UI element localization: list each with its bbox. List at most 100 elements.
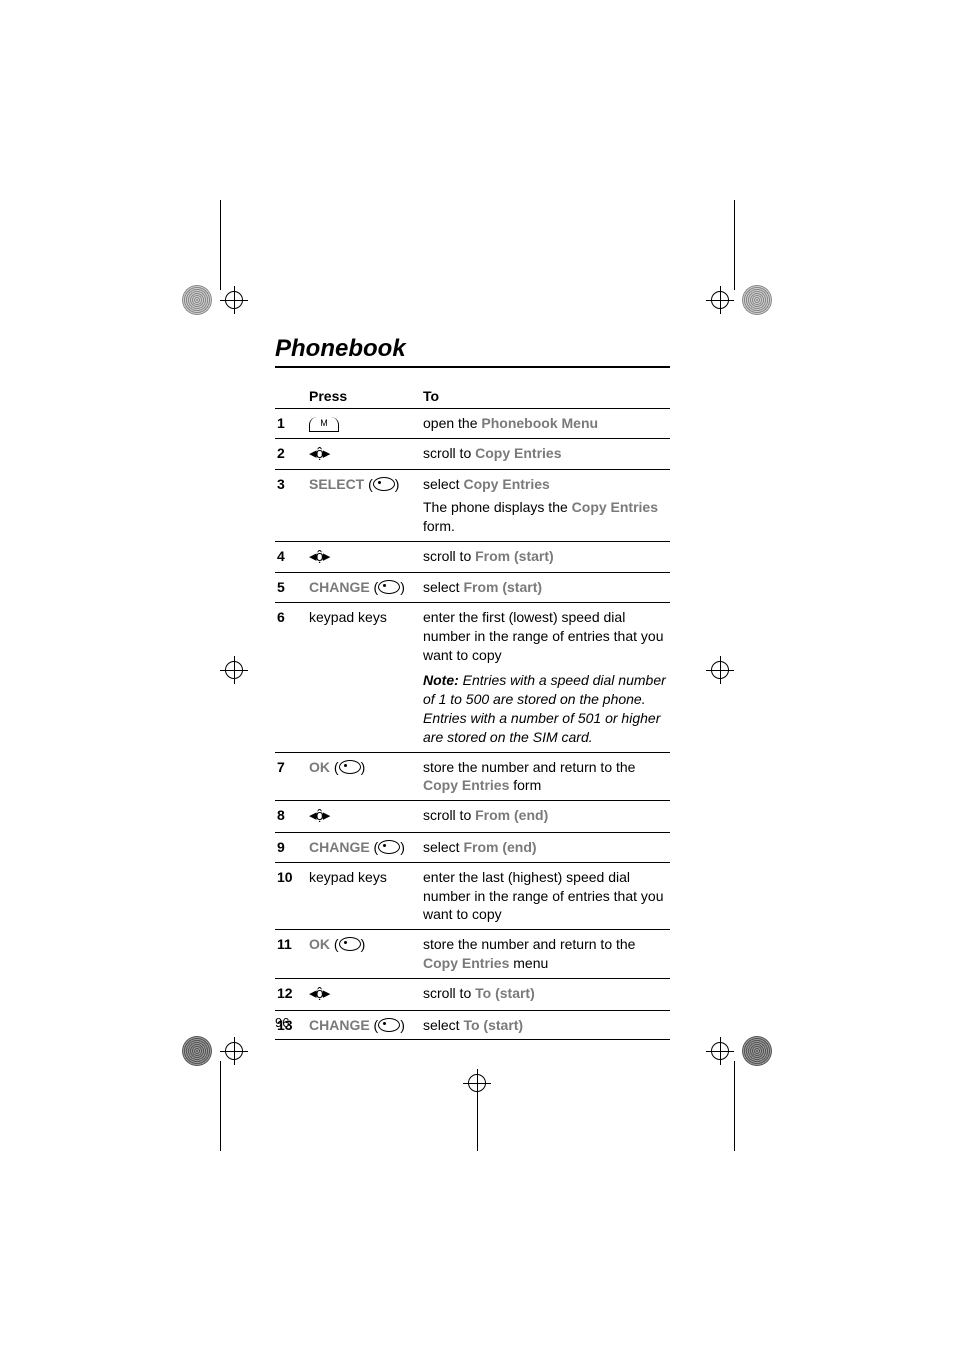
menu-item: To (start): [463, 1017, 523, 1033]
menu-item: Copy Entries: [463, 476, 549, 492]
softkey-icon: [378, 1018, 400, 1032]
press-cell: ◂ộ▸: [307, 438, 421, 469]
to-cell: scroll to Copy Entries: [421, 438, 670, 469]
press-cell: OK (): [307, 752, 421, 801]
press-cell: OK (): [307, 930, 421, 979]
softkey-icon: [378, 840, 400, 854]
to-text: enter the first (lowest) speed dial numb…: [423, 609, 663, 663]
table-row: 1Mopen the Phonebook Menu: [275, 409, 670, 439]
menu-item: From (end): [463, 839, 536, 855]
table-row: 5CHANGE ()select From (start): [275, 573, 670, 603]
to-text: scroll to: [423, 445, 475, 461]
press-cell: SELECT (): [307, 470, 421, 542]
to-text: menu: [509, 955, 548, 971]
press-cell: CHANGE (): [307, 832, 421, 862]
menu-item: From (end): [475, 807, 548, 823]
crop-mark: [704, 640, 764, 700]
to-cell: enter the last (highest) speed dial numb…: [421, 862, 670, 930]
softkey-label: CHANGE: [309, 579, 370, 595]
menu-item: Copy Entries: [572, 499, 658, 515]
step-number: 6: [275, 603, 307, 752]
to-text: scroll to: [423, 807, 475, 823]
page-number: 96: [275, 1015, 289, 1030]
press-cell: CHANGE (): [307, 573, 421, 603]
to-text: scroll to: [423, 548, 475, 564]
to-cell: scroll to From (end): [421, 801, 670, 832]
to-text: select: [423, 476, 463, 492]
crop-mark: [190, 270, 250, 330]
press-cell: CHANGE (): [307, 1010, 421, 1040]
page-title: Phonebook: [275, 335, 670, 368]
menu-item: Copy Entries: [423, 777, 509, 793]
press-text: keypad keys: [309, 609, 387, 625]
to-text: scroll to: [423, 985, 475, 1001]
to-cell: select From (end): [421, 832, 670, 862]
crop-mark: [704, 1021, 764, 1081]
to-text: form: [509, 777, 541, 793]
table-row: 2◂ộ▸scroll to Copy Entries: [275, 438, 670, 469]
press-cell: M: [307, 409, 421, 439]
header-press: Press: [307, 384, 421, 409]
to-cell: open the Phonebook Menu: [421, 409, 670, 439]
softkey-label: CHANGE: [309, 839, 370, 855]
nav-key-icon: ◂ộ▸: [309, 984, 329, 1004]
softkey-icon: [339, 937, 361, 951]
softkey-icon: [339, 760, 361, 774]
press-cell: ◂ộ▸: [307, 979, 421, 1010]
step-number: 7: [275, 752, 307, 801]
crop-mark: [463, 1053, 491, 1081]
to-cell: store the number and return to the Copy …: [421, 930, 670, 979]
softkey-label: CHANGE: [309, 1017, 370, 1033]
menu-item: Copy Entries: [423, 955, 509, 971]
to-cell: scroll to From (start): [421, 541, 670, 572]
to-cell: scroll to To (start): [421, 979, 670, 1010]
table-row: 13CHANGE ()select To (start): [275, 1010, 670, 1040]
crop-mark: [190, 640, 250, 700]
table-row: 11OK ()store the number and return to th…: [275, 930, 670, 979]
to-text: store the number and return to the: [423, 936, 635, 952]
softkey-label: OK: [309, 936, 330, 952]
to-text: select: [423, 1017, 463, 1033]
table-row: 10keypad keys enter the last (highest) sp…: [275, 862, 670, 930]
press-text: keypad keys: [309, 869, 387, 885]
to-text: enter the last (highest) speed dial numb…: [423, 869, 663, 923]
instruction-table: Press To 1Mopen the Phonebook Menu2◂ộ▸s…: [275, 384, 670, 1040]
to-cell: select From (start): [421, 573, 670, 603]
menu-item: To (start): [475, 985, 535, 1001]
crop-mark: [704, 270, 764, 330]
step-number: 1: [275, 409, 307, 439]
table-row: 4◂ộ▸ scroll to From (start): [275, 541, 670, 572]
to-text: store the number and return to the: [423, 759, 635, 775]
nav-key-icon: ◂ộ▸: [309, 547, 329, 567]
table-row: 8◂ộ▸scroll to From (end): [275, 801, 670, 832]
step-number: 11: [275, 930, 307, 979]
header-to: To: [421, 384, 670, 409]
to-text: form.: [423, 518, 455, 534]
step-number: 4: [275, 541, 307, 572]
step-number: 8: [275, 801, 307, 832]
menu-item: Copy Entries: [475, 445, 561, 461]
table-row: 7OK ()store the number and return to the…: [275, 752, 670, 801]
note: Note: Entries with a speed dial number o…: [423, 671, 668, 747]
step-number: 12: [275, 979, 307, 1010]
to-text: The phone displays the: [423, 499, 572, 515]
to-text: select: [423, 839, 463, 855]
to-cell: enter the first (lowest) speed dial numb…: [421, 603, 670, 752]
table-row: 3SELECT ()select Copy EntriesThe phone d…: [275, 470, 670, 542]
press-cell: ◂ộ▸: [307, 801, 421, 832]
to-cell: store the number and return to the Copy …: [421, 752, 670, 801]
step-number: 9: [275, 832, 307, 862]
menu-key-icon: M: [309, 417, 339, 432]
press-cell: keypad keys: [307, 862, 421, 930]
table-row: 9CHANGE ()select From (end): [275, 832, 670, 862]
menu-item: Phonebook Menu: [481, 415, 598, 431]
softkey-label: OK: [309, 759, 330, 775]
step-number: 10: [275, 862, 307, 930]
menu-item: From (start): [463, 579, 542, 595]
table-row: 12◂ộ▸ scroll to To (start): [275, 979, 670, 1010]
softkey-label: SELECT: [309, 476, 364, 492]
crop-mark: [190, 1021, 250, 1081]
to-text: select: [423, 579, 463, 595]
softkey-icon: [378, 580, 400, 594]
to-cell: select Copy EntriesThe phone displays th…: [421, 470, 670, 542]
